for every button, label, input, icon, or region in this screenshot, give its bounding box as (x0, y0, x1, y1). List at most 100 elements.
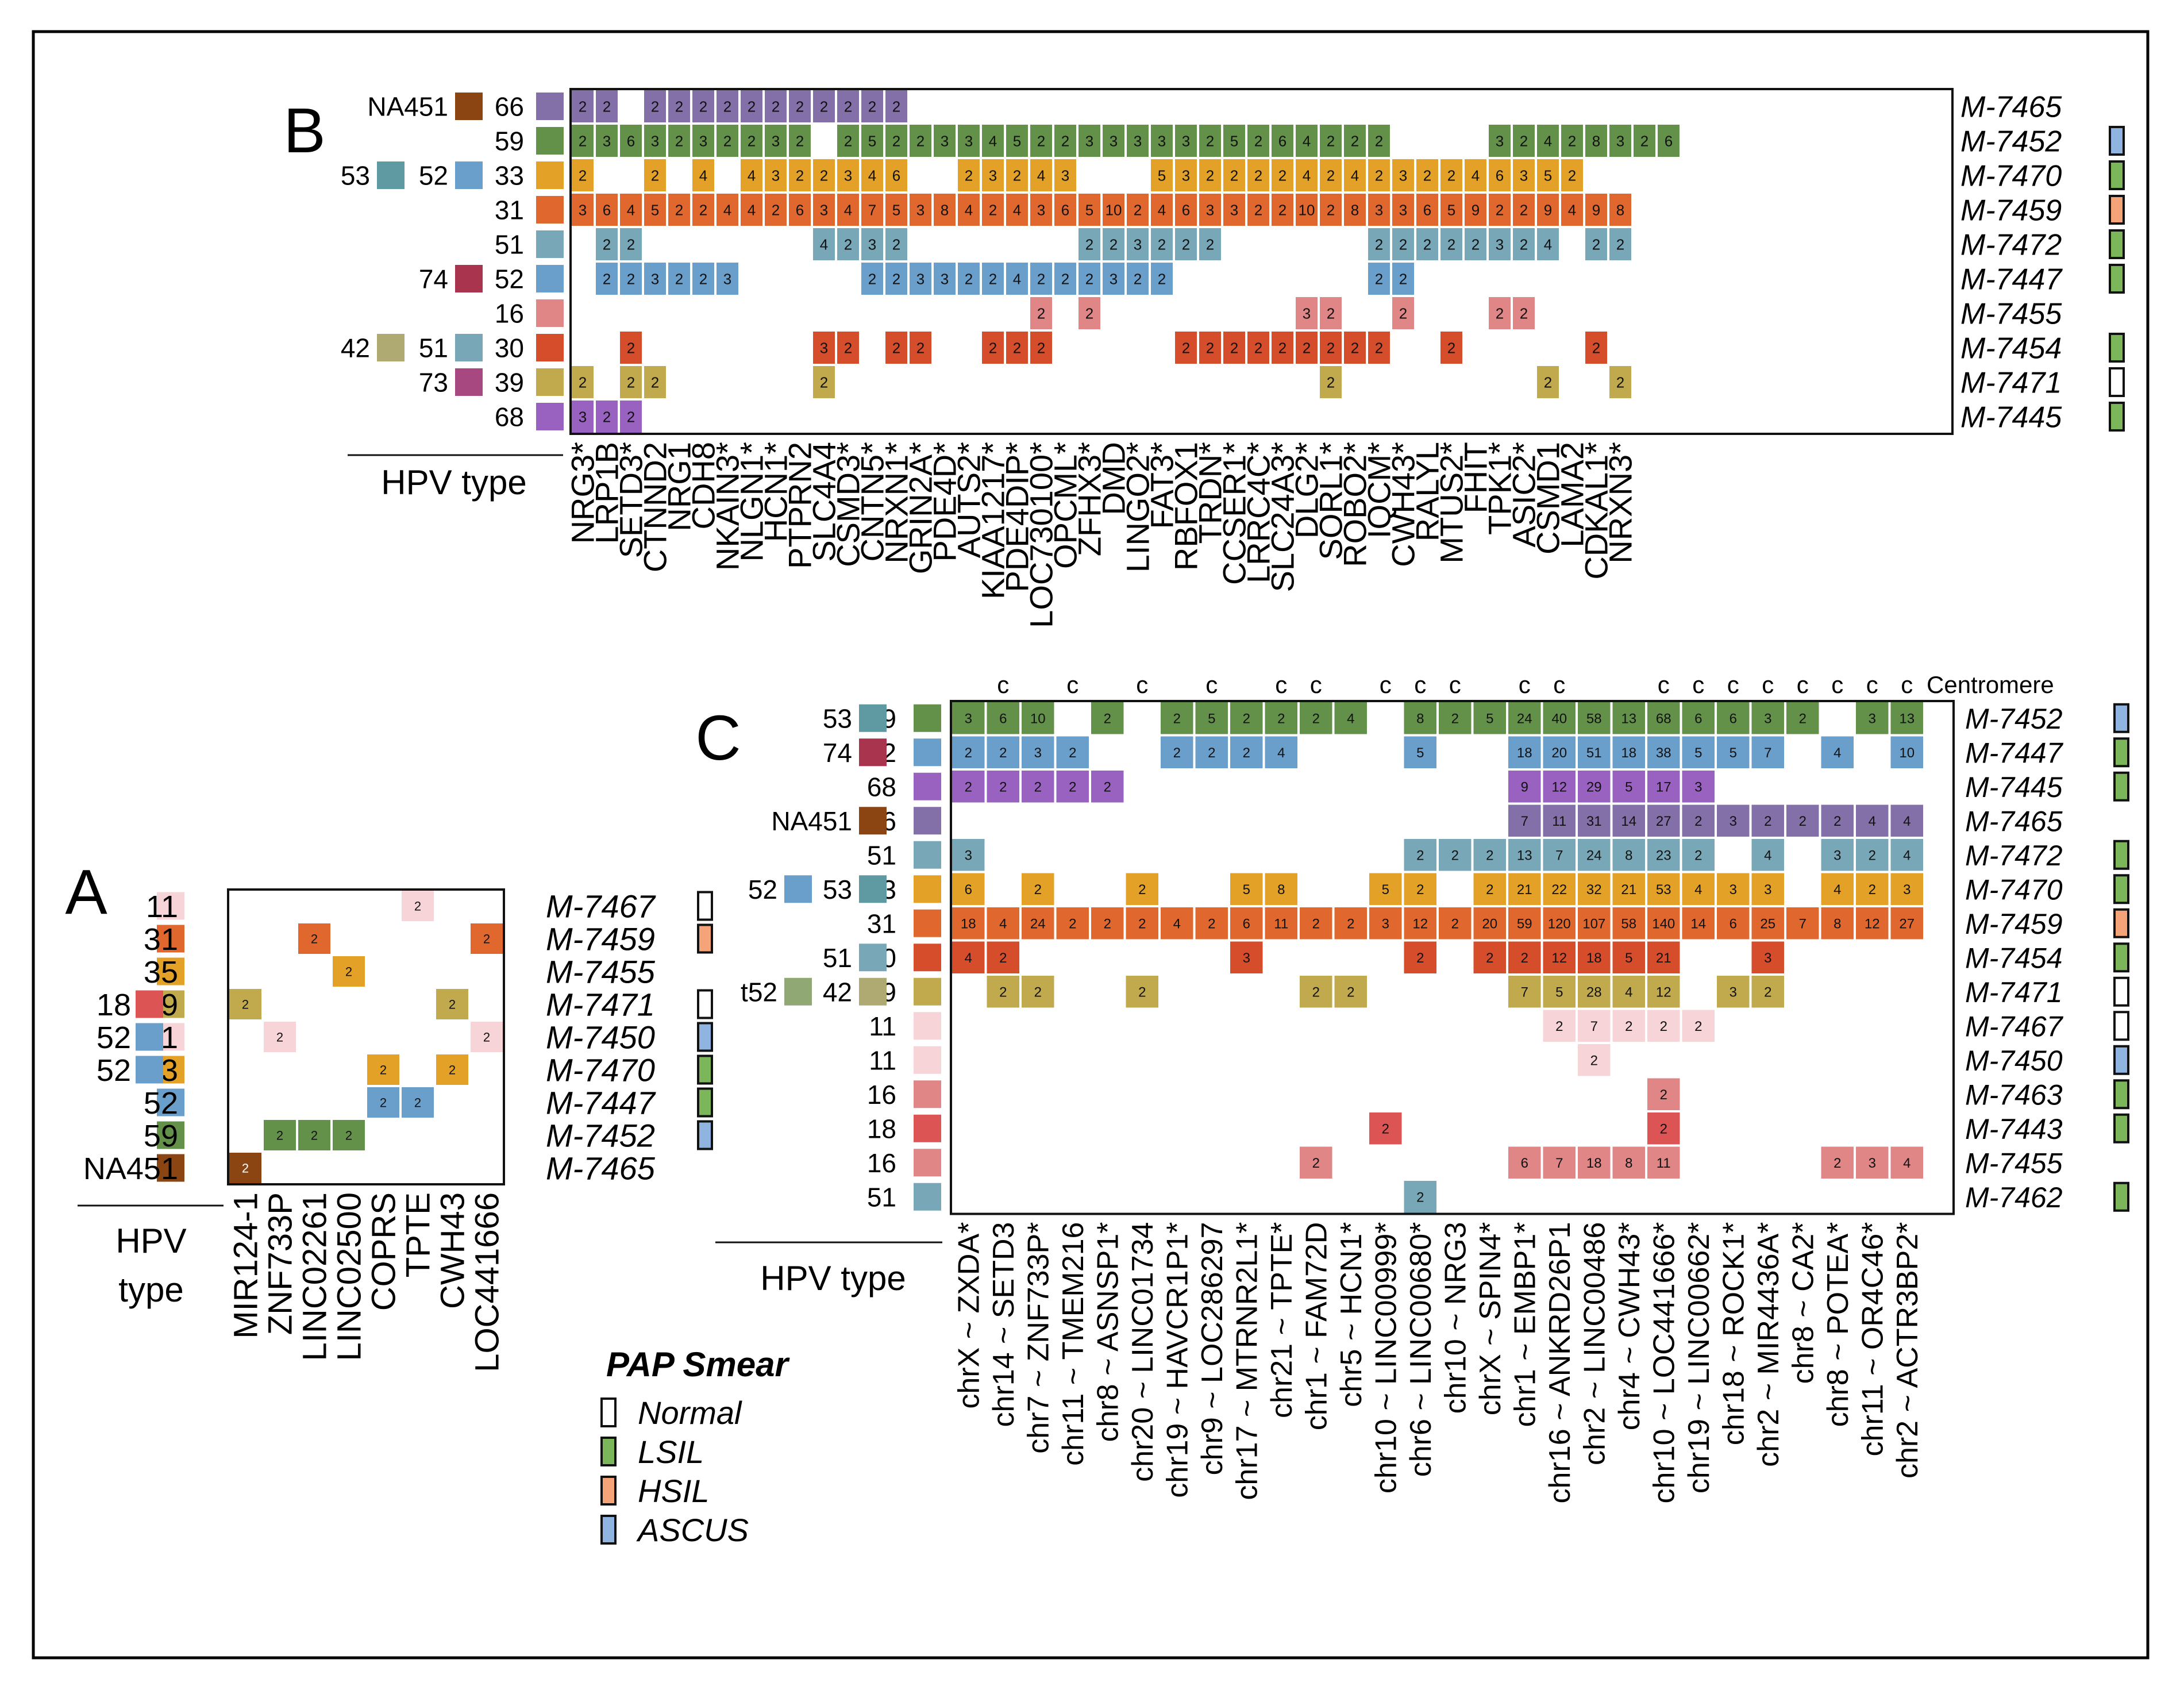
heatmap-cell (595, 261, 619, 296)
cell-value: 4 (1903, 848, 1910, 863)
cell-value: 6 (1521, 1156, 1528, 1171)
cell-value: 3 (772, 132, 780, 149)
heatmap-cell (1343, 192, 1367, 227)
heatmap-cell (1611, 735, 1646, 769)
heatmap-cell (1646, 872, 1681, 906)
heatmap-cell (1646, 940, 1681, 975)
heatmap-cell (1820, 872, 1855, 906)
heatmap-cell (643, 89, 667, 124)
heatmap-cell (1439, 227, 1463, 261)
heatmap-cell (1577, 1145, 1612, 1180)
cell-value: 2 (1303, 339, 1311, 356)
axis-label: HPV type (381, 463, 526, 502)
heatmap-cell (1542, 1008, 1577, 1043)
heatmap-cell (1542, 872, 1577, 906)
cell-value: 3 (1375, 201, 1383, 218)
heatmap-cell (1542, 701, 1577, 736)
cell-value: 2 (1447, 167, 1455, 184)
heatmap-cell (1646, 1008, 1681, 1043)
cell-value: 2 (989, 201, 997, 218)
cell-value: 29 (1586, 779, 1602, 795)
cell-value: 4 (627, 201, 635, 218)
cell-value: 2 (1138, 882, 1146, 898)
heatmap-cell (1750, 803, 1785, 838)
cell-value: 8 (1625, 848, 1632, 863)
hpv-swatch (377, 161, 405, 189)
cell-value: 2 (1085, 270, 1093, 287)
heatmap-cell (1077, 296, 1101, 330)
cell-value: 3 (1382, 916, 1389, 931)
heatmap-cell (643, 192, 667, 227)
heatmap-cell (1246, 158, 1270, 192)
heatmap-frame (569, 88, 1954, 435)
hpv-swatch (914, 807, 941, 835)
hpv-type-label: 51 (867, 1182, 896, 1212)
centromere-mark: c (1797, 671, 1809, 698)
cell-value: 3 (1869, 1156, 1876, 1171)
heatmap-cell (1403, 838, 1438, 872)
cell-value: 5 (1158, 167, 1166, 184)
cell-value: 4 (1544, 236, 1552, 253)
gene-label: NRG1 (661, 442, 698, 532)
heatmap-cell (981, 124, 1005, 158)
cell-value: 2 (1447, 236, 1455, 253)
hpv-swatch (784, 977, 812, 1006)
cell-value: 3 (1730, 814, 1737, 829)
cell-value: 4 (1568, 201, 1576, 218)
cell-value: 2 (1616, 374, 1624, 391)
cell-value: 20 (1482, 916, 1497, 931)
heatmap-cell (1507, 975, 1542, 1009)
cell-value: 2 (1416, 848, 1424, 863)
cell-value: 6 (796, 201, 804, 218)
heatmap-cell (1855, 803, 1890, 838)
pap-indicator (2109, 333, 2125, 363)
heatmap-cell (1584, 192, 1608, 227)
cell-value: 2 (627, 374, 635, 391)
cell-value: 9 (1521, 779, 1528, 795)
cell-value: 2 (675, 98, 683, 115)
heatmap-cell (1542, 940, 1577, 975)
heatmap-cell (1020, 975, 1056, 1009)
cell-value: 17 (1656, 779, 1671, 795)
cell-value: 2 (579, 374, 587, 391)
hpv-swatch (859, 807, 887, 835)
heatmap-cell (1319, 296, 1343, 330)
heatmap-cell (1472, 701, 1507, 736)
cell-value: 2 (1206, 339, 1214, 356)
heatmap-cell (812, 158, 836, 192)
heatmap-cell (1299, 1145, 1334, 1180)
gene-label: CDKAL1* (1578, 442, 1615, 580)
hpv-type-label: 18 (867, 1114, 896, 1144)
sample-label: M-7455 (546, 954, 656, 990)
hpv-swatch (157, 892, 184, 920)
sample-label: M-7459 (1965, 908, 2063, 940)
heatmap-cell (951, 940, 986, 975)
heatmap-cell (1463, 158, 1488, 192)
cell-value: 6 (1182, 201, 1190, 218)
heatmap-cell (1198, 227, 1222, 261)
heatmap-cell (1889, 735, 1924, 769)
cell-value: 2 (1138, 984, 1146, 1000)
heatmap-cell (1053, 158, 1077, 192)
cell-value: 2 (1834, 814, 1841, 829)
cell-value: 3 (651, 270, 659, 287)
cell-value: 2 (414, 899, 421, 913)
hpv-type-label: 35 (144, 955, 178, 990)
cell-value: 58 (1621, 916, 1636, 931)
pap-indicator (2113, 942, 2129, 973)
cell-value: 2 (1208, 916, 1215, 931)
sample-label: M-7471 (1965, 976, 2063, 1008)
heatmap-cell (1029, 330, 1053, 365)
heatmap-cell (1319, 158, 1343, 192)
cell-value: 2 (1869, 848, 1876, 863)
cell-value: 2 (1347, 984, 1354, 1000)
gene-label: NRXN3* (1603, 442, 1639, 564)
hpv-swatch (914, 977, 941, 1006)
cell-value: 2 (699, 201, 707, 218)
heatmap-cell (1367, 261, 1391, 296)
heatmap-cell (1368, 906, 1403, 941)
cell-value: 6 (1496, 167, 1504, 184)
legend-swatch (600, 1515, 617, 1545)
cell-value: 2 (1660, 1121, 1667, 1137)
cell-value: 2 (1520, 201, 1528, 218)
